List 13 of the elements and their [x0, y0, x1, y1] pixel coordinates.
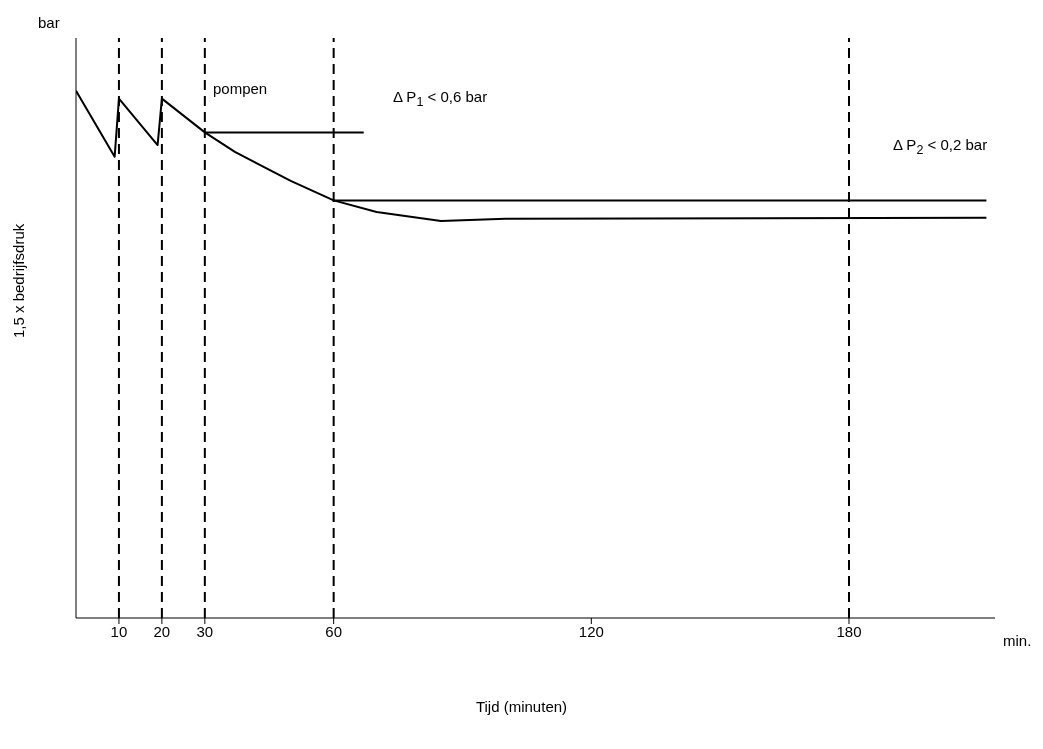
annotation: pompen [213, 80, 268, 97]
x-tick-label: 120 [578, 622, 604, 640]
x-tick-label: 10 [110, 622, 128, 640]
x-axis-title: Tijd (minuten) [474, 698, 569, 715]
x-tick-label: 60 [325, 622, 343, 640]
x-tick-label: 30 [196, 622, 214, 640]
annotation: Δ P$_{2}$ < 0,2 bar [893, 136, 988, 157]
y-axis-title: bar [38, 14, 60, 31]
x-tick-label: 20 [153, 622, 171, 640]
x-tick-label: 180 [836, 622, 862, 640]
annotation: Δ P$_{1}$ < 0,6 bar [393, 88, 488, 109]
text: min. [1003, 632, 1032, 649]
text: 1,5 x bedrijfsdruk [10, 222, 27, 338]
